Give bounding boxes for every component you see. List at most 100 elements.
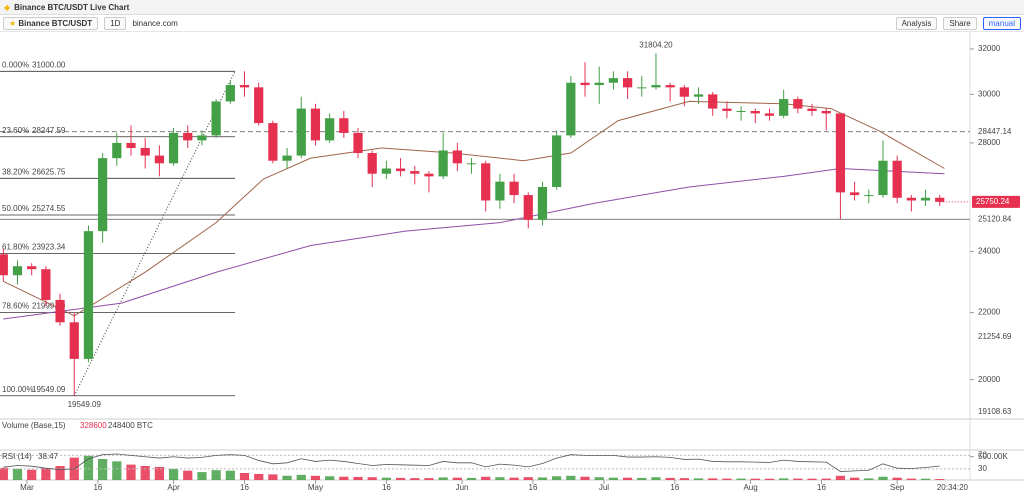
volume-bar bbox=[168, 468, 179, 480]
price-axis-bg bbox=[970, 32, 1024, 496]
candle-body bbox=[55, 299, 65, 323]
page-title: Binance BTC/USDT Live Chart bbox=[14, 2, 130, 12]
candle-body bbox=[197, 135, 207, 141]
mode-button[interactable]: manual bbox=[982, 16, 1021, 30]
volume-title: Volume (Base,15) bbox=[2, 421, 66, 430]
candle-body bbox=[580, 82, 590, 86]
candle-body bbox=[481, 163, 491, 201]
candle-body bbox=[849, 192, 860, 196]
volume-bar bbox=[154, 466, 164, 480]
moving-average bbox=[3, 100, 945, 317]
moving-average bbox=[3, 168, 945, 320]
fib-ratio: 0.000% bbox=[2, 60, 29, 69]
candle-body bbox=[12, 266, 23, 276]
high-annotation: 31804.20 bbox=[639, 40, 673, 49]
symbol-button[interactable]: ★ Binance BTC/USDT bbox=[3, 16, 99, 30]
volume-bar bbox=[140, 466, 150, 480]
candle-body bbox=[353, 132, 363, 154]
candle-body bbox=[466, 163, 477, 165]
toolbar: ★ Binance BTC/USDT 1D binance.com Analys… bbox=[0, 15, 1024, 32]
candle-body bbox=[807, 108, 817, 111]
candle-body bbox=[268, 123, 278, 161]
volume-bar bbox=[779, 478, 789, 480]
y-tick-label: 24000 bbox=[978, 246, 1001, 255]
candle-body bbox=[679, 87, 689, 97]
volume-bar bbox=[353, 476, 363, 480]
fib-ratio: 23.60% bbox=[2, 126, 29, 135]
candle-body bbox=[920, 197, 931, 201]
candle-body bbox=[69, 322, 79, 359]
interval-button[interactable]: 1D bbox=[104, 16, 127, 30]
chart: 20000 22000 24000 28000 30000 32000 Mar 16 Apr 16… bbox=[0, 32, 1024, 496]
x-tick-label: Aug bbox=[743, 483, 757, 492]
volume-bar bbox=[892, 477, 902, 480]
rsi-tick-label: 30 bbox=[978, 464, 987, 473]
volume-bar bbox=[736, 478, 746, 480]
volume-bar bbox=[225, 470, 235, 480]
y-tick-label: 28000 bbox=[978, 138, 1001, 147]
volume-bar bbox=[509, 477, 519, 480]
x-tick-label: 16 bbox=[529, 483, 538, 492]
candle-body bbox=[523, 195, 533, 220]
volume-bar bbox=[12, 468, 23, 480]
price-label: 19108.63 bbox=[978, 407, 1012, 416]
candle-body bbox=[183, 132, 193, 141]
fib-price: 26625.75 bbox=[32, 167, 66, 176]
volume-bar bbox=[438, 477, 448, 480]
volume-bar bbox=[608, 477, 619, 480]
candle-body bbox=[750, 110, 760, 114]
volume-bar bbox=[239, 473, 250, 480]
x-tick-label: Apr bbox=[167, 483, 180, 492]
candle-body bbox=[495, 181, 505, 201]
x-tick-label: 16 bbox=[93, 483, 102, 492]
fib-price: 21999.59 bbox=[32, 302, 66, 311]
candle-body bbox=[622, 78, 633, 88]
logo: ◆ bbox=[4, 2, 11, 12]
y-tick-label: 20000 bbox=[978, 375, 1001, 384]
candle-body bbox=[835, 113, 846, 193]
x-tick-label: 16 bbox=[240, 483, 249, 492]
share-button[interactable]: Share bbox=[943, 16, 977, 30]
volume-bar bbox=[424, 478, 434, 480]
candle-body bbox=[140, 147, 150, 156]
candle-body bbox=[225, 85, 235, 102]
candle-body bbox=[254, 87, 264, 124]
volume-bar bbox=[112, 461, 122, 480]
fib-price: 28247.59 bbox=[32, 126, 66, 135]
candle-body bbox=[410, 171, 420, 174]
analysis-button[interactable]: Analysis bbox=[895, 16, 938, 30]
fib-ratio: 50.00% bbox=[2, 204, 29, 213]
candle-body bbox=[665, 85, 675, 88]
y-tick-label: 30000 bbox=[978, 89, 1001, 98]
volume-bar bbox=[622, 477, 633, 480]
fib-price: 25274.55 bbox=[32, 204, 66, 213]
candle-body bbox=[892, 160, 902, 198]
candle-body bbox=[339, 118, 349, 133]
volume-bar bbox=[835, 475, 846, 480]
volume-bar bbox=[807, 478, 817, 480]
volume-bar bbox=[254, 473, 264, 480]
candle-body bbox=[864, 195, 874, 197]
candle-body bbox=[83, 231, 94, 359]
candle-body bbox=[779, 99, 789, 116]
volume-bar bbox=[679, 478, 689, 480]
candle-body bbox=[821, 110, 831, 114]
volume-bar bbox=[495, 477, 505, 480]
candle-body bbox=[552, 135, 562, 187]
volume-bar bbox=[296, 474, 306, 480]
fib-price: 31000.00 bbox=[32, 60, 66, 69]
volume-bar bbox=[27, 469, 37, 480]
candle-body bbox=[693, 94, 704, 97]
fib-ratio: 78.60% bbox=[2, 302, 29, 311]
volume-bar bbox=[98, 459, 108, 480]
volume-bar bbox=[310, 475, 321, 480]
candle-body bbox=[154, 155, 164, 164]
source-link[interactable]: binance.com bbox=[132, 18, 178, 28]
title-bar: ◆ Binance BTC/USDT Live Chart bbox=[0, 0, 1024, 15]
volume-bar bbox=[665, 477, 675, 480]
candle-body bbox=[509, 181, 519, 196]
candle-body bbox=[637, 87, 647, 89]
candle-body bbox=[878, 160, 888, 196]
volume-bar bbox=[878, 476, 888, 480]
last-price-box bbox=[972, 195, 1020, 208]
